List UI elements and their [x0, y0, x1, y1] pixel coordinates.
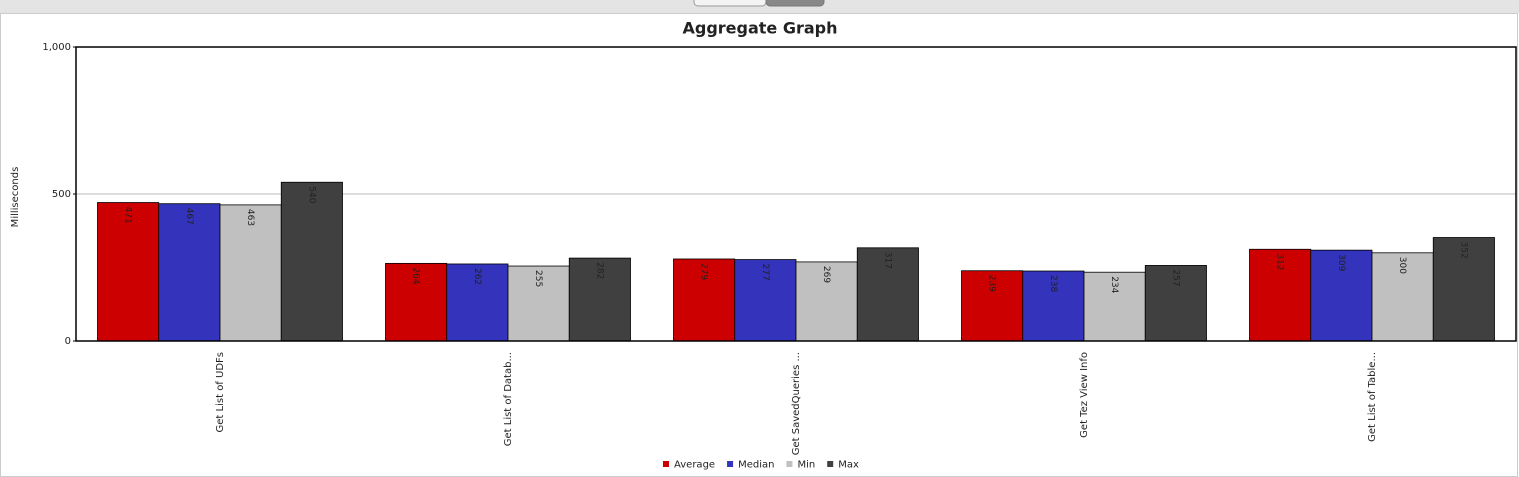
value-label: 238: [1048, 275, 1058, 292]
bar: [219, 204, 282, 342]
value-label: 540: [306, 186, 316, 203]
legend-label: Median: [738, 460, 774, 471]
value-label: 352: [1458, 242, 1468, 259]
plot-border: [75, 46, 1517, 342]
x-tick-label: Get List of Table...: [1367, 352, 1378, 442]
tab[interactable]: [693, 0, 767, 7]
value-label: 309: [1336, 254, 1346, 271]
bar: [1144, 265, 1207, 342]
bar: [1083, 271, 1146, 342]
value-label: 239: [987, 275, 997, 292]
legend-label: Min: [797, 460, 815, 471]
value-label: 277: [760, 264, 770, 281]
legend-swatch: [827, 461, 834, 467]
bar: [673, 258, 736, 342]
bar: [507, 265, 570, 342]
bar: [795, 261, 858, 342]
x-tick-label: Get Tez View Info: [1079, 352, 1090, 438]
bar: [158, 203, 221, 342]
y-tick-label: 0: [65, 336, 71, 347]
value-label: 471: [123, 207, 133, 224]
value-label: 269: [821, 266, 831, 283]
value-label: 279: [699, 263, 709, 280]
y-tick-label: 500: [52, 189, 71, 200]
y-axis-label: Milliseconds: [10, 167, 21, 228]
chart-title: Aggregate Graph: [682, 19, 837, 38]
y-tick-label: 1,000: [42, 42, 71, 53]
bar: [280, 181, 343, 342]
x-tick-label: Get List of UDFs: [215, 352, 226, 432]
legend: Average Median Min Max: [663, 460, 859, 471]
bar: [446, 263, 509, 342]
bar: [1432, 237, 1495, 342]
x-tick-label: Get List of Datab...: [503, 352, 514, 446]
bar: [856, 247, 919, 342]
legend-swatch: [727, 461, 734, 467]
value-label: 257: [1170, 269, 1180, 286]
bar: [1249, 248, 1312, 342]
value-label: 234: [1109, 276, 1119, 293]
bar: [1310, 249, 1373, 342]
value-label: 317: [882, 252, 892, 269]
bar: [1022, 270, 1085, 342]
value-label: 255: [533, 270, 543, 287]
value-label: 262: [472, 268, 482, 285]
value-label: 312: [1275, 253, 1285, 270]
legend-swatch: [663, 461, 669, 467]
legend-swatch: [786, 461, 793, 467]
value-label: 282: [594, 262, 604, 279]
legend-label: Max: [838, 460, 859, 471]
x-tick-label: Get SavedQueries ...: [791, 352, 802, 455]
value-label: 264: [411, 267, 421, 284]
value-label: 463: [245, 209, 255, 226]
value-label: 467: [184, 208, 194, 225]
legend-label: Average: [674, 460, 715, 471]
tab[interactable]: [765, 0, 825, 7]
value-label: 300: [1397, 257, 1407, 274]
